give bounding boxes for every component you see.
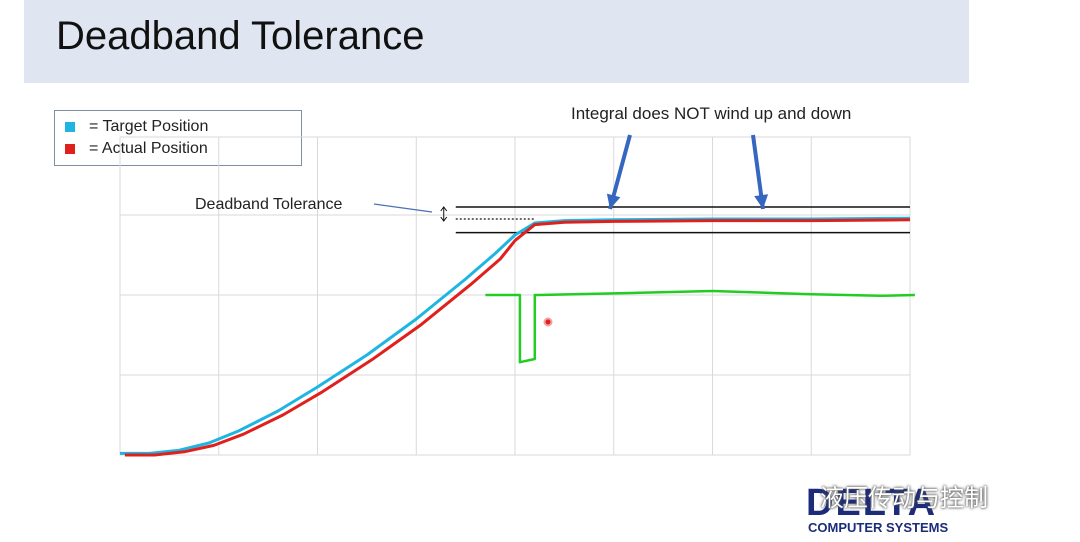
deadband-arrowhead-up xyxy=(440,206,448,212)
integral-arrow-right-head xyxy=(754,194,769,209)
delta-logo: DELTA COMPUTER SYSTEMS xyxy=(806,474,956,540)
legend-item-actual: = Actual Position xyxy=(65,139,208,159)
slide-title: Deadband Tolerance xyxy=(56,14,425,58)
title-bar: Deadband Tolerance xyxy=(24,0,969,83)
legend-label-target: = Target Position xyxy=(89,118,209,135)
legend-swatch-target xyxy=(65,122,75,132)
legend-swatch-actual xyxy=(65,144,75,154)
deadband-label: Deadband Tolerance xyxy=(195,196,342,213)
legend-item-target: = Target Position xyxy=(65,117,208,137)
chart-series xyxy=(120,216,915,457)
deadband-leader-line xyxy=(373,203,433,213)
series-line-integral xyxy=(485,289,915,364)
series-line-actual xyxy=(124,218,911,457)
logo-brand: DELTA xyxy=(806,482,938,524)
legend-label-actual: = Actual Position xyxy=(89,140,208,157)
deadband-lines xyxy=(440,206,910,234)
chart-legend: = Target Position = Actual Position xyxy=(54,110,302,166)
watermark-text: 液压传动与控制 xyxy=(820,484,988,512)
series-line-target xyxy=(120,216,911,455)
chart-annotations: Deadband Tolerance Integral does NOT win… xyxy=(195,104,851,327)
logo-subtitle: COMPUTER SYSTEMS xyxy=(808,520,949,535)
integral-arrow-left-head xyxy=(606,193,621,209)
deadband-arrowhead-down xyxy=(440,216,448,222)
cursor-marker xyxy=(543,317,553,327)
integral-note: Integral does NOT wind up and down xyxy=(571,104,851,123)
